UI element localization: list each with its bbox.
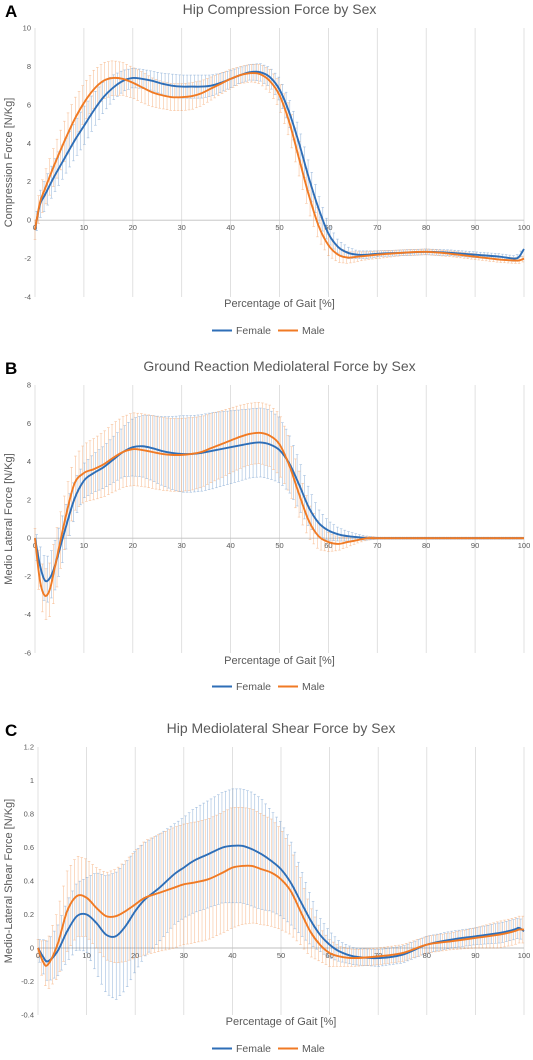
x-tick-label: 50 xyxy=(275,541,283,550)
legend: Female Male xyxy=(212,325,325,337)
x-tick-label: 10 xyxy=(80,223,88,232)
x-tick-label: 90 xyxy=(471,541,479,550)
series-line-male xyxy=(37,864,525,967)
series-line-female xyxy=(37,844,525,963)
x-axis-label: Percentage of Gait [%] xyxy=(224,655,335,667)
y-tick-label: -0.4 xyxy=(21,1011,34,1020)
x-tick-label: 60 xyxy=(325,951,333,960)
x-tick-label: 40 xyxy=(228,951,236,960)
chart-title: Hip Mediolateral Shear Force by Sex xyxy=(167,720,396,736)
series-line-male xyxy=(34,431,524,597)
panel-letter: A xyxy=(5,2,17,21)
chart-panel-a: A Hip Compression Force by Sex 0 10 20 30 40 50… xyxy=(0,0,533,350)
y-axis-label: Compression Force [N/Kg] xyxy=(3,98,15,228)
gridlines xyxy=(37,747,525,1015)
y-tick-label: 8 xyxy=(27,381,31,390)
y-tick-label: 1 xyxy=(30,776,34,785)
y-tick-label: 4 xyxy=(27,139,31,148)
x-tick-label: 80 xyxy=(422,541,430,550)
x-tick-label: 80 xyxy=(422,223,430,232)
y-tick-label: 10 xyxy=(23,24,31,33)
x-tick-label: 60 xyxy=(324,541,332,550)
y-tick-label: -2 xyxy=(24,572,31,581)
y-tick-label: -0.2 xyxy=(21,977,34,986)
y-tick-label: 4 xyxy=(27,457,31,466)
gridlines xyxy=(34,385,525,653)
x-tick-labels: 0102030405060708090100 xyxy=(33,223,530,232)
y-tick-label: -4 xyxy=(24,610,31,619)
y-tick-labels: -6 -4 -2 0 2 4 6 8 xyxy=(24,381,31,658)
legend-label-female: Female xyxy=(236,1043,271,1055)
x-axis-label: Percentage of Gait [%] xyxy=(224,298,335,310)
x-tick-label: 20 xyxy=(129,223,137,232)
x-tick-label: 60 xyxy=(324,223,332,232)
y-tick-label: 0.8 xyxy=(24,810,34,819)
x-tick-label: 90 xyxy=(471,223,479,232)
y-tick-label: -2 xyxy=(24,254,31,263)
x-tick-labels: 0102030405060708090100 xyxy=(36,951,530,960)
y-axis-label: Medio Lateral Force [N/Kg] xyxy=(3,453,15,584)
legend-label-male: Male xyxy=(302,681,325,693)
gridlines xyxy=(34,28,525,297)
legend-label-male: Male xyxy=(302,325,325,337)
y-tick-label: 2 xyxy=(27,177,31,186)
x-tick-label: 30 xyxy=(178,223,186,232)
legend-label-female: Female xyxy=(236,681,271,693)
x-tick-label: 50 xyxy=(277,951,285,960)
x-tick-label: 80 xyxy=(423,951,431,960)
x-tick-label: 90 xyxy=(471,951,479,960)
x-tick-label: 100 xyxy=(518,951,531,960)
x-tick-label: 70 xyxy=(373,541,381,550)
legend-label-female: Female xyxy=(236,325,271,337)
y-tick-label: -4 xyxy=(24,293,31,302)
x-tick-label: 70 xyxy=(373,223,381,232)
y-tick-label: 1.2 xyxy=(24,743,34,752)
x-tick-label: 40 xyxy=(226,223,234,232)
x-tick-label: 50 xyxy=(275,223,283,232)
chart-a: A Hip Compression Force by Sex 0 10 20 30 40 50… xyxy=(3,1,530,337)
x-tick-label: 20 xyxy=(129,541,137,550)
x-tick-label: 20 xyxy=(131,951,139,960)
x-axis-label: Percentage of Gait [%] xyxy=(226,1016,337,1028)
x-tick-label: 0 xyxy=(36,951,40,960)
series-line-female xyxy=(34,441,524,583)
x-tick-label: 30 xyxy=(178,541,186,550)
y-tick-label: 8 xyxy=(27,62,31,71)
chart-title: Hip Compression Force by Sex xyxy=(183,1,377,17)
y-tick-label: 0 xyxy=(30,944,34,953)
x-tick-labels: 0102030405060708090100 xyxy=(33,541,530,550)
chart-b: B Ground Reaction Mediolateral Force by S… xyxy=(3,358,530,693)
y-tick-label: 6 xyxy=(27,419,31,428)
legend: Female Male xyxy=(212,1043,325,1055)
x-tick-label: 10 xyxy=(80,541,88,550)
y-tick-label: 0.2 xyxy=(24,910,34,919)
y-tick-labels: -4 -2 0 2 4 6 8 10 xyxy=(23,24,31,302)
panel-letter: B xyxy=(5,359,17,378)
x-tick-label: 100 xyxy=(518,541,531,550)
legend-label-male: Male xyxy=(302,1043,325,1055)
y-tick-label: 0.6 xyxy=(24,843,34,852)
y-tick-label: 6 xyxy=(27,100,31,109)
y-tick-label: 2 xyxy=(27,495,31,504)
x-tick-label: 40 xyxy=(226,541,234,550)
x-tick-label: 100 xyxy=(518,223,531,232)
y-tick-label: 0 xyxy=(27,534,31,543)
x-tick-label: 10 xyxy=(82,951,90,960)
y-axis-label: Medio-Lateral Shear Force [N/Kg] xyxy=(3,799,15,963)
y-tick-label: 0.4 xyxy=(24,877,34,886)
panel-letter: C xyxy=(5,721,17,740)
x-tick-label: 30 xyxy=(180,951,188,960)
chart-title: Ground Reaction Mediolateral Force by Se… xyxy=(143,358,415,374)
chart-panel-b: B Ground Reaction Mediolateral Force by S… xyxy=(0,352,533,707)
y-tick-label: 0 xyxy=(27,216,31,225)
series-line-male xyxy=(34,72,525,262)
y-tick-labels: -0.4 -0.2 0 0.2 0.4 0.6 0.8 1 1.2 xyxy=(21,743,34,1020)
legend: Female Male xyxy=(212,681,325,693)
y-tick-label: -6 xyxy=(24,649,31,658)
